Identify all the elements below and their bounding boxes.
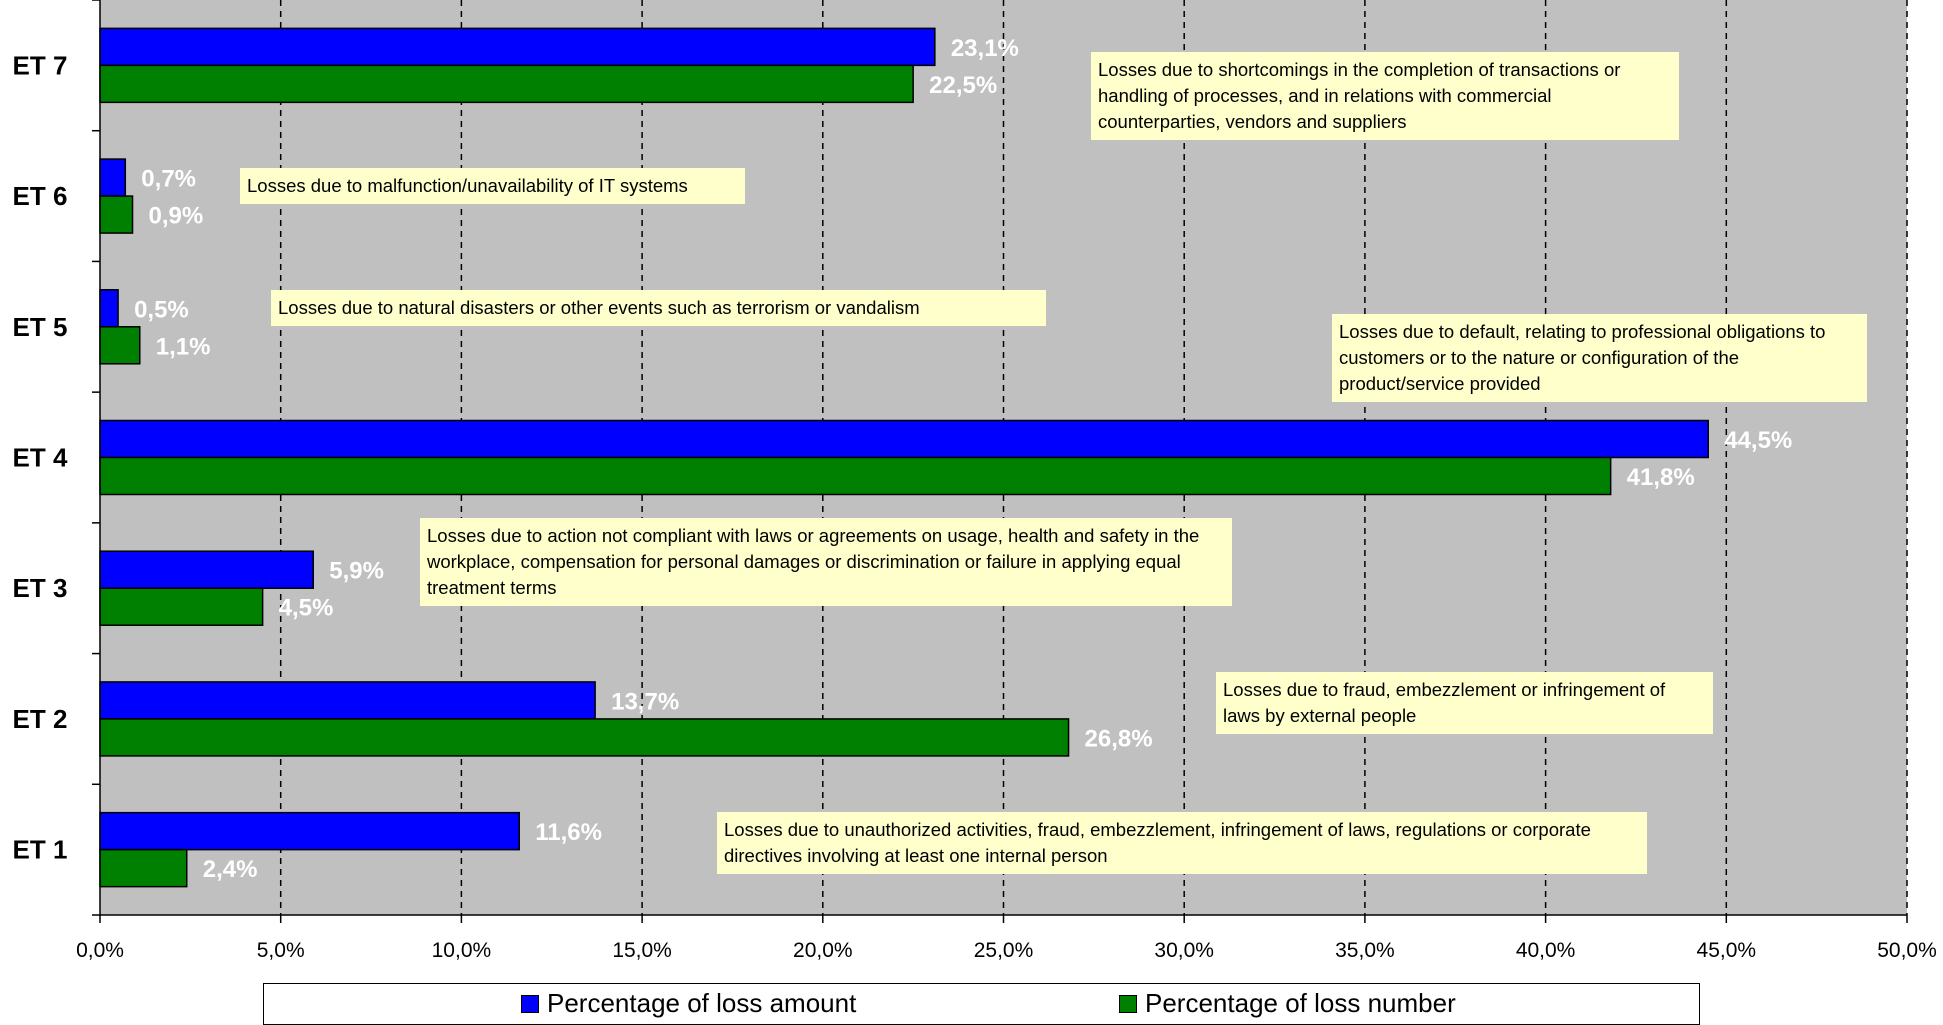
category-label: ET 1 — [13, 835, 68, 865]
data-label: 23,1% — [951, 35, 1019, 62]
bar-loss-number — [99, 718, 1070, 757]
legend-item-amount: Percentage of loss amount — [521, 988, 856, 1019]
bar-loss-amount — [99, 27, 936, 67]
data-label: 4,5% — [279, 595, 334, 622]
x-tick-label: 50,0% — [1877, 939, 1937, 962]
bar-loss-amount — [99, 158, 127, 197]
bar-loss-number — [99, 456, 1612, 496]
legend: Percentage of loss amount Percentage of … — [263, 983, 1700, 1025]
bar-loss-amount — [99, 681, 596, 720]
bar-loss-amount — [99, 419, 1709, 459]
bar-loss-number — [99, 587, 264, 626]
data-label: 5,9% — [329, 558, 384, 585]
legend-label-number: Percentage of loss number — [1145, 988, 1456, 1018]
x-tick-label: 0,0% — [76, 939, 124, 962]
legend-swatch-green — [1119, 994, 1137, 1013]
bar-chart: 0,0% 5,0% 10,0% 15,0% 20,0% 25,0% 30,0% 35,0% 40… — [13, 0, 1937, 962]
data-label: 0,9% — [149, 203, 204, 230]
bar-loss-amount — [99, 550, 314, 589]
bar-loss-number — [99, 64, 914, 104]
data-label: 11,6% — [535, 819, 602, 846]
data-label: 41,8% — [1627, 464, 1695, 491]
x-tick-label: 35,0% — [1335, 939, 1395, 962]
legend-label-amount: Percentage of loss amount — [547, 988, 857, 1018]
annotation-box: Losses due to natural disasters or other… — [271, 290, 1046, 326]
category-label: ET 4 — [13, 443, 68, 473]
x-tick-label: 40,0% — [1516, 939, 1576, 962]
x-tick-label: 15,0% — [612, 939, 672, 962]
annotation-box: Losses due to shortcomings in the comple… — [1091, 52, 1679, 140]
data-label: 22,5% — [929, 72, 997, 99]
annotation-box: Losses due to default, relating to profe… — [1332, 314, 1867, 402]
bar-loss-number — [99, 848, 188, 888]
annotation-box: Losses due to malfunction/unavailability… — [240, 168, 745, 204]
legend-swatch-blue — [521, 994, 539, 1013]
annotation-box: Losses due to action not compliant with … — [420, 518, 1232, 606]
gridlines — [279, 0, 1908, 915]
bar-loss-number — [99, 195, 134, 234]
x-tick-label: 5,0% — [257, 939, 305, 962]
data-label: 44,5% — [1724, 427, 1792, 454]
x-tick-label: 30,0% — [1154, 939, 1214, 962]
data-label: 0,7% — [141, 166, 196, 193]
category-label: ET 2 — [13, 704, 68, 734]
x-tick-label: 25,0% — [974, 939, 1034, 962]
data-label: 13,7% — [611, 688, 679, 715]
axes — [92, 0, 1908, 923]
bar-loss-amount — [99, 811, 520, 851]
data-label: 1,1% — [156, 333, 211, 360]
labels: 0,0% 5,0% 10,0% 15,0% 20,0% 25,0% 30,0% 35,0% 40… — [13, 35, 1937, 962]
bar-loss-amount — [99, 289, 119, 328]
annotation-box: Losses due to unauthorized activities, f… — [717, 812, 1647, 874]
annotation-box: Losses due to fraud, embezzlement or inf… — [1216, 672, 1713, 734]
x-tick-label: 20,0% — [793, 939, 853, 962]
data-label: 2,4% — [203, 856, 258, 883]
bars — [99, 27, 1709, 888]
data-label: 26,8% — [1085, 725, 1153, 752]
x-tick-label: 10,0% — [432, 939, 492, 962]
legend-item-number: Percentage of loss number — [1119, 988, 1456, 1019]
category-label: ET 7 — [13, 50, 68, 80]
category-label: ET 5 — [13, 312, 68, 342]
category-label: ET 6 — [13, 181, 68, 211]
data-label: 0,5% — [134, 296, 189, 323]
x-tick-label: 45,0% — [1697, 939, 1757, 962]
category-label: ET 3 — [13, 573, 68, 603]
bar-loss-number — [99, 326, 141, 365]
